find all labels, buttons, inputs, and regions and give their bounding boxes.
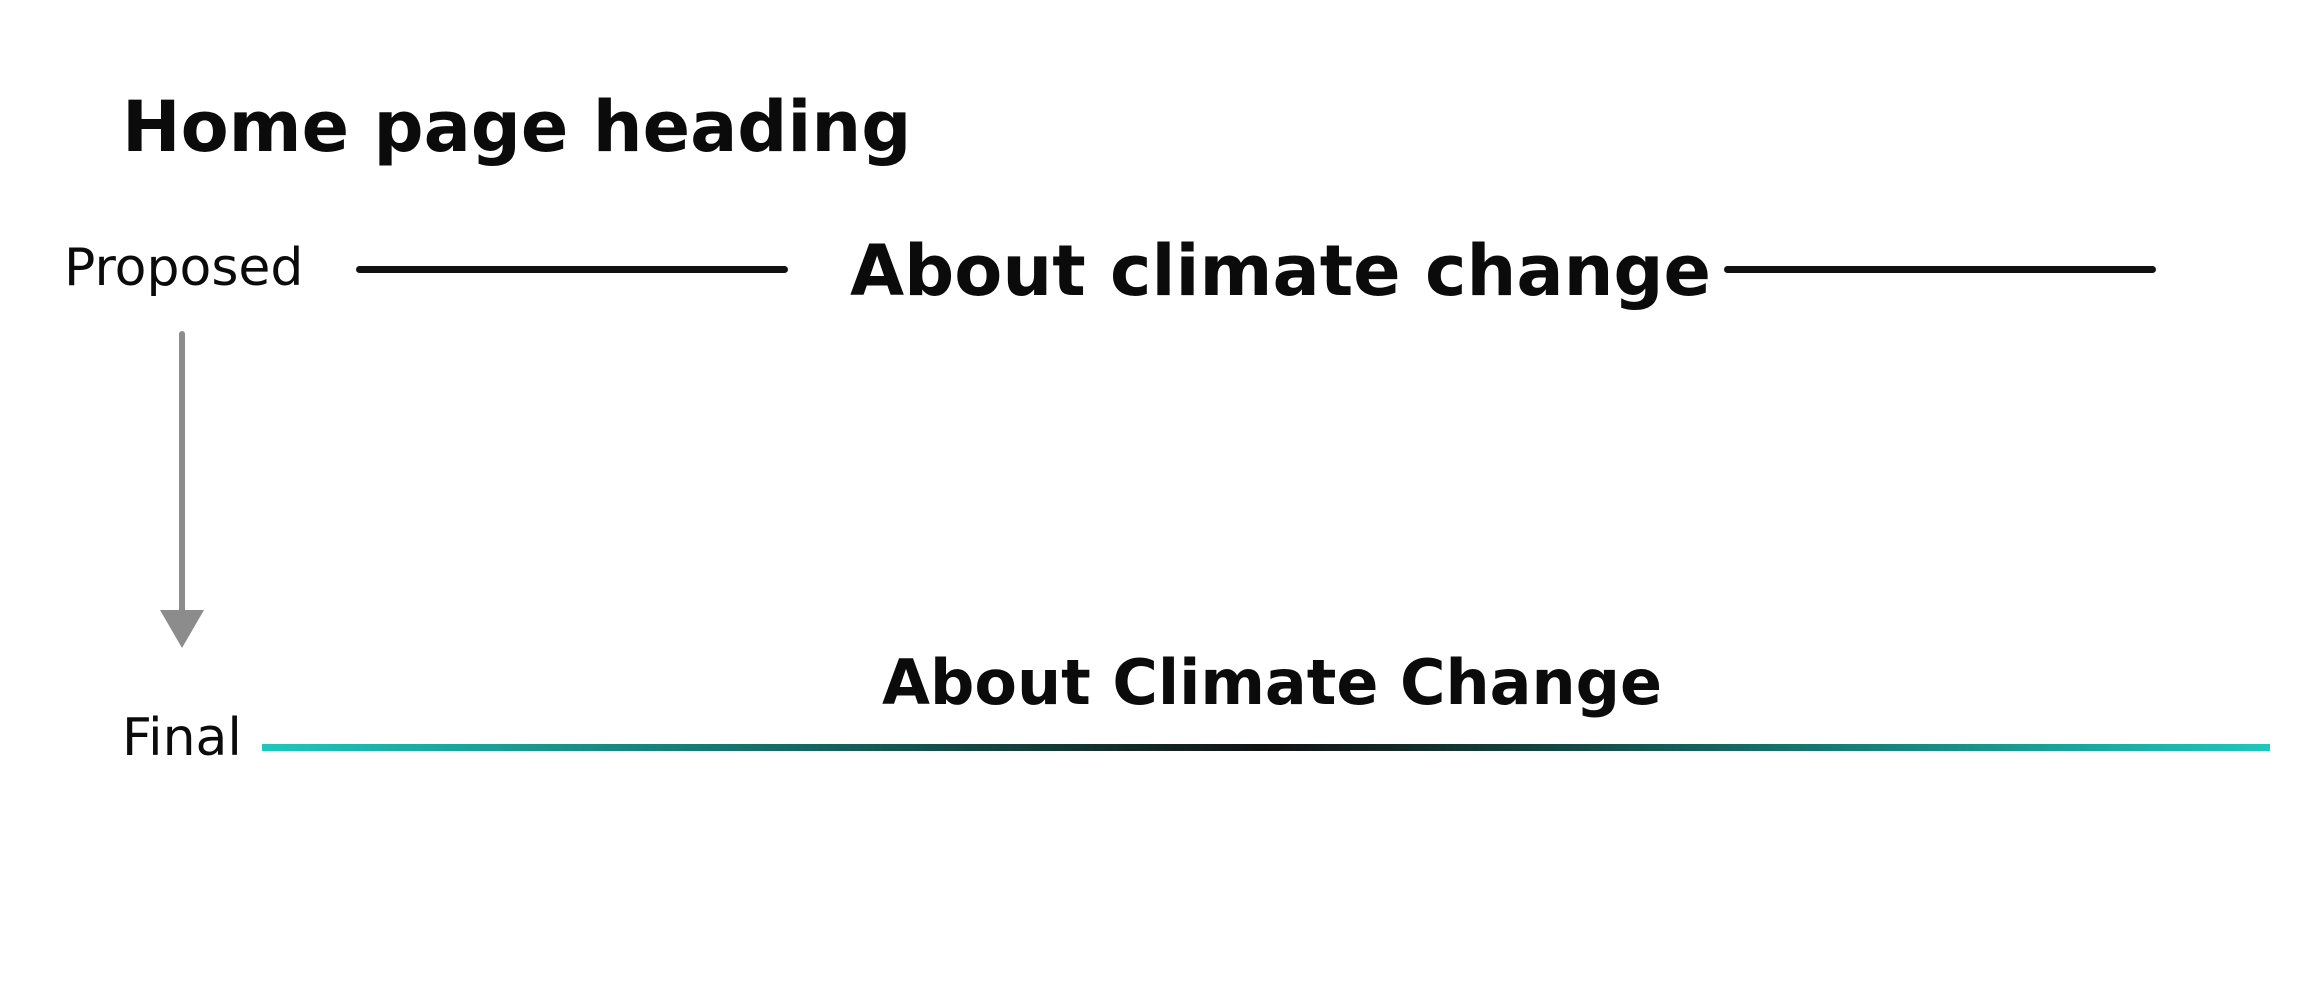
down-arrow-icon — [160, 331, 204, 648]
final-heading: About Climate Change — [882, 646, 1663, 719]
final-gradient-rule — [262, 744, 2270, 751]
final-label: Final — [122, 708, 242, 768]
proposed-heading: About climate change — [850, 230, 1711, 312]
proposed-right-rule — [1724, 266, 2156, 273]
proposed-left-rule — [356, 266, 788, 273]
proposed-label: Proposed — [64, 238, 304, 298]
page-title: Home page heading — [122, 86, 912, 168]
